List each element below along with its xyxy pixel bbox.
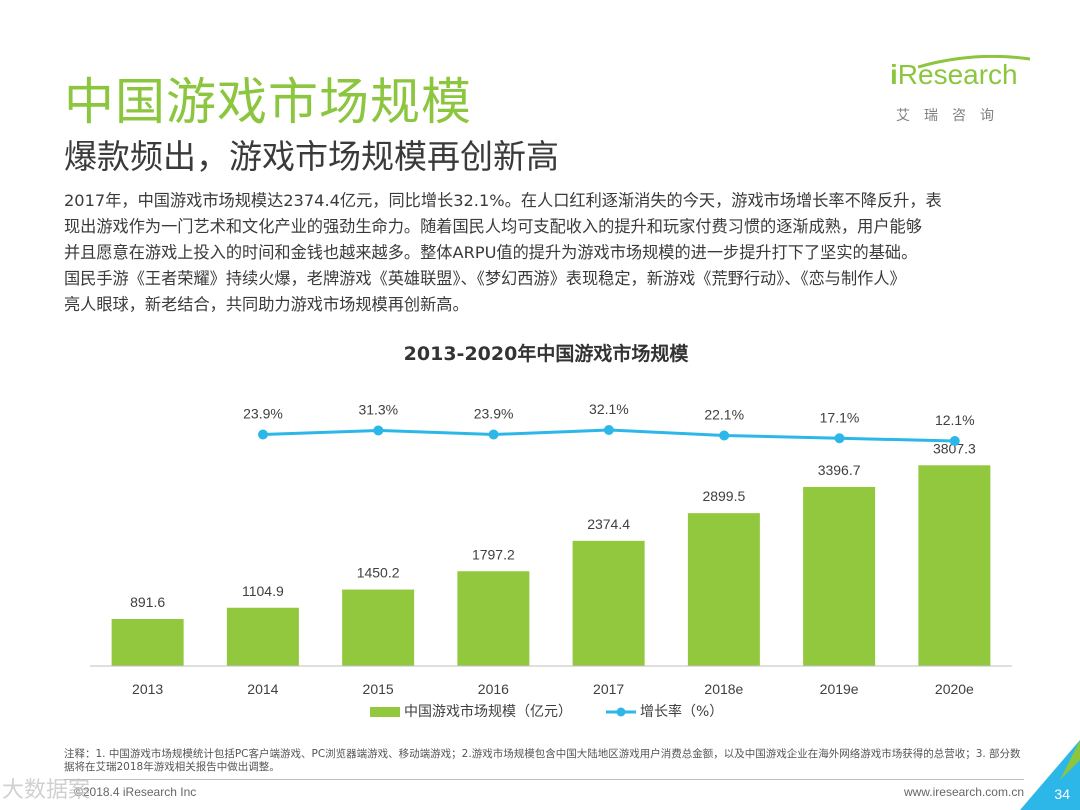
bar-value-label: 1450.2 (357, 565, 400, 581)
growth-rate-point (603, 425, 614, 435)
bar (457, 571, 530, 666)
x-tick-label: 2019e (820, 681, 859, 697)
bar (342, 589, 415, 666)
bar-value-label: 1797.2 (472, 546, 515, 562)
x-tick-label: 2018e (704, 681, 743, 697)
bar (226, 607, 299, 666)
x-tick-label: 2015 (363, 681, 394, 697)
bar-value-label: 3396.7 (818, 462, 861, 478)
legend-bar-swatch (370, 707, 400, 717)
bar-value-label: 2899.5 (702, 488, 745, 504)
paragraph-line: 并且愿意在游戏上投入的时间和金钱也越来越多。整体ARPU值的提升为游戏市场规模的… (64, 243, 918, 262)
logo-brand: iResearch (890, 59, 1018, 91)
iresearch-logo: iResearch 艾瑞咨询 (890, 55, 1030, 125)
x-tick-label: 2016 (478, 681, 509, 697)
bar (803, 486, 876, 666)
bar (918, 465, 991, 666)
legend-bar-label: 中国游戏市场规模（亿元） (404, 703, 572, 720)
growth-rate-point (834, 433, 845, 444)
corner-decoration (1020, 740, 1080, 810)
bar-value-label: 3807.3 (933, 440, 976, 456)
growth-rate-point (258, 429, 268, 440)
legend-line-label: 增长率（%） (640, 703, 723, 720)
paragraph-line: 亮人眼球，新老结合，共同助力游戏市场规模再创新高。 (64, 295, 469, 314)
growth-rate-label: 22.1% (704, 407, 744, 423)
intro-paragraph: 2017年，中国游戏市场规模达2374.4亿元，同比增长32.1%。在人口红利逐… (64, 188, 1030, 318)
paragraph-line: 现出游戏作为一门艺术和文化产业的强劲生命力。随着国民人均可支配收入的提升和玩家付… (64, 217, 922, 236)
paragraph-line: 国民手游《王者荣耀》持续火爆，老牌游戏《英雄联盟》、《梦幻西游》表现稳定，新游戏… (64, 269, 906, 288)
footnote: 注释：1. 中国游戏市场规模统计包括PC客户端游戏、PC浏览器端游戏、移动端游戏… (64, 748, 1021, 773)
paragraph-line: 2017年，中国游戏市场规模达2374.4亿元，同比增长32.1%。在人口红利逐… (64, 191, 942, 210)
growth-rate-point (719, 430, 730, 441)
x-tick-label: 2013 (132, 681, 163, 697)
growth-rate-label: 17.1% (820, 409, 860, 425)
bar-value-label: 1104.9 (242, 583, 284, 599)
logo-brand-i: i (890, 59, 898, 90)
bar-value-label: 2374.4 (587, 516, 630, 532)
growth-rate-point (949, 436, 960, 446)
bar-value-label: 891.6 (130, 594, 165, 610)
x-tick-label: 2014 (247, 681, 278, 697)
logo-swoosh-icon (918, 55, 1030, 69)
growth-rate-label: 31.3% (358, 401, 398, 417)
growth-rate-label: 32.1% (589, 401, 629, 417)
logo-brand-rest: Research (897, 59, 1018, 90)
footer-divider (64, 779, 1024, 780)
chart-legend: 中国游戏市场规模（亿元） 增长率（%） (370, 703, 723, 720)
bar (572, 540, 645, 666)
bar (111, 618, 184, 666)
page-subtitle: 爆款频出，游戏市场规模再创新高 (64, 137, 559, 176)
growth-rate-point (373, 425, 384, 436)
chart-title: 2013-2020年中国游戏市场规模 (404, 342, 690, 365)
legend-line-marker (616, 707, 626, 717)
x-tick-label: 2020e (935, 681, 974, 697)
growth-rate-label: 23.9% (474, 406, 514, 422)
page-title: 中国游戏市场规模 (64, 73, 472, 131)
market-size-chart: 2013-2020年中国游戏市场规模 891.6 1104.9 1450.2 1797… (90, 342, 1012, 720)
page-number: 34 (1054, 786, 1070, 802)
growth-rate-label: 23.9% (243, 406, 283, 422)
growth-rate-label: 12.1% (935, 412, 975, 428)
watermark: 大数据案 (2, 778, 91, 803)
growth-rate-point (488, 429, 499, 440)
x-tick-label: 2017 (593, 681, 624, 697)
logo-cn: 艾瑞咨询 (896, 108, 1008, 124)
site-url[interactable]: www.iresearch.com.cn (903, 785, 1024, 799)
copyright: ©2018.4 iResearch Inc (74, 785, 197, 799)
bar (687, 513, 760, 666)
